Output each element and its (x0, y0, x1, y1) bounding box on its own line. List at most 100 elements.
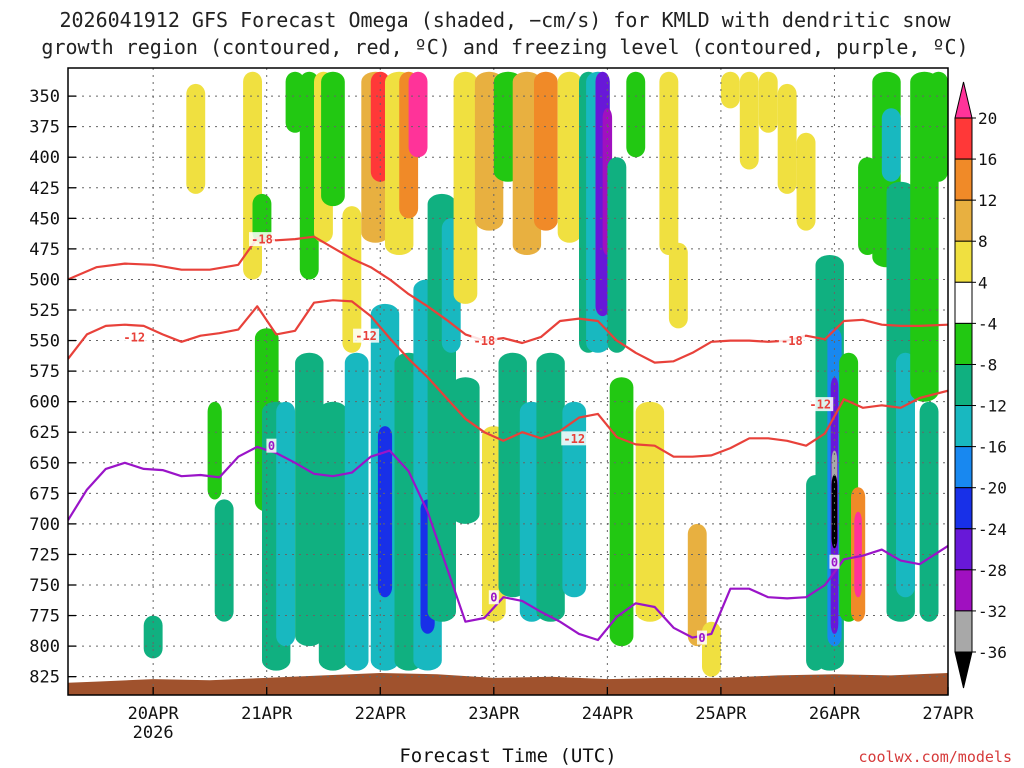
colorbar-swatch (954, 322, 973, 365)
omega-cell (796, 132, 816, 231)
colorbar-swatch (954, 199, 973, 242)
contour-label: -12 (123, 330, 145, 344)
contour-label: 0 (831, 555, 838, 569)
omega-cell (186, 83, 206, 194)
contour-label-bg (696, 630, 707, 645)
omega-cell (702, 621, 721, 677)
colorbar-swatch (954, 487, 973, 530)
omega-cell (285, 71, 305, 133)
omega-cell (557, 71, 582, 243)
contour-label-bg (778, 333, 805, 348)
omega-cell (344, 352, 369, 671)
contour-label: -18 (474, 334, 496, 348)
contour-label: -12 (355, 329, 377, 343)
x-tick-label: 26APR (809, 704, 861, 724)
colorbar-tick-label: -32 (978, 602, 1007, 621)
omega-cell (536, 352, 565, 622)
contour-label: -18 (251, 233, 273, 247)
omega-cell (318, 401, 348, 671)
omega-shading (143, 71, 948, 677)
omega-cell (929, 71, 948, 182)
colorbar-swatch (954, 610, 973, 653)
colorbar-swatch (954, 158, 973, 201)
omega-cell (720, 71, 740, 109)
omega-cell (607, 157, 627, 353)
colorbar-swatch (954, 528, 973, 571)
omega-cell (370, 71, 390, 182)
colorbar-tick-label: -12 (978, 397, 1007, 416)
contour-label-bg (266, 438, 277, 453)
contour-label-bg (248, 232, 275, 247)
contour-label-bg (807, 397, 834, 412)
contour-dgz-bottom (68, 299, 948, 458)
colorbar-bottom-arrow (954, 651, 973, 689)
colorbar-swatch (954, 569, 973, 612)
y-tick-label: 800 (29, 637, 60, 657)
omega-cell (408, 71, 428, 158)
contour-label: 0 (268, 439, 275, 453)
x-tick-label: 23APR (468, 704, 520, 724)
contour-label: 0 (698, 631, 705, 645)
colorbar-tick-label: 8 (978, 232, 988, 251)
y-tick-label: 675 (29, 484, 60, 504)
colorbar-tick-label: -4 (978, 314, 997, 333)
omega-cell (739, 71, 759, 170)
y-tick-label: 650 (29, 454, 60, 474)
source-credit: coolwx.com/models (858, 748, 1012, 766)
colorbar-swatch (954, 281, 973, 324)
omega-cell (342, 206, 362, 353)
y-tick-label: 475 (29, 240, 60, 260)
omega-cell (854, 511, 862, 598)
colorbar-tick-label: 12 (978, 191, 997, 210)
x-tick-label: 25APR (695, 704, 747, 724)
omega-cell (299, 71, 319, 280)
colorbar-swatch (954, 364, 973, 407)
omega-cell (295, 352, 324, 647)
contour-lines: -18 -18 -18 -12 -12 -12 -12 0 0 0 0 (68, 232, 948, 645)
omega-cell (668, 242, 688, 329)
colorbar-tick-label: -20 (978, 479, 1007, 498)
contour-label-bg (561, 431, 588, 446)
omega-cell (831, 475, 838, 549)
omega-cell (777, 83, 797, 194)
colorbar-swatch (954, 117, 973, 160)
x-tick-label: 24APR (582, 704, 634, 724)
y-tick-label: 400 (29, 148, 60, 168)
omega-cell (453, 71, 478, 304)
y-tick-label: 450 (29, 209, 60, 229)
y-tick-label: 375 (29, 118, 60, 138)
omega-cell (377, 426, 393, 598)
omega-cell (659, 71, 679, 255)
colorbar-swatch (954, 446, 973, 489)
y-tick-label: 350 (29, 87, 60, 107)
contour-label: 0 (490, 591, 497, 605)
y-tick-label: 500 (29, 270, 60, 290)
contour-label: -18 (781, 334, 803, 348)
x-tick-label: 27APR (922, 704, 974, 724)
omega-cell (758, 71, 778, 133)
x-tick-sublabel: 2026 (133, 723, 174, 743)
y-tick-label: 725 (29, 545, 60, 565)
y-tick-label: 700 (29, 515, 60, 535)
colorbar-swatch (954, 405, 973, 448)
y-tick-label: 775 (29, 607, 60, 627)
contour-label-bg (829, 554, 840, 569)
chart-title-line-1: 2026041912 GFS Forecast Omega (shaded, −… (59, 8, 951, 32)
x-tick-label: 21APR (241, 704, 293, 724)
contour-label-bg (353, 328, 380, 343)
x-tick-label: 22APR (355, 704, 407, 724)
y-tick-label: 825 (29, 668, 60, 688)
colorbar-tick-label: -36 (978, 643, 1007, 662)
omega-cell (609, 377, 634, 647)
contour-label-bg (471, 333, 498, 348)
colorbar-tick-label: 20 (978, 109, 997, 128)
colorbar-swatch (954, 240, 973, 283)
colorbar-tick-label: -28 (978, 561, 1007, 580)
omega-cell (243, 71, 262, 280)
omega-cell (534, 71, 558, 231)
omega-cell (919, 401, 939, 622)
y-tick-label: 550 (29, 332, 60, 352)
contour-label: -12 (563, 432, 585, 446)
contour-label-bg (488, 590, 499, 605)
